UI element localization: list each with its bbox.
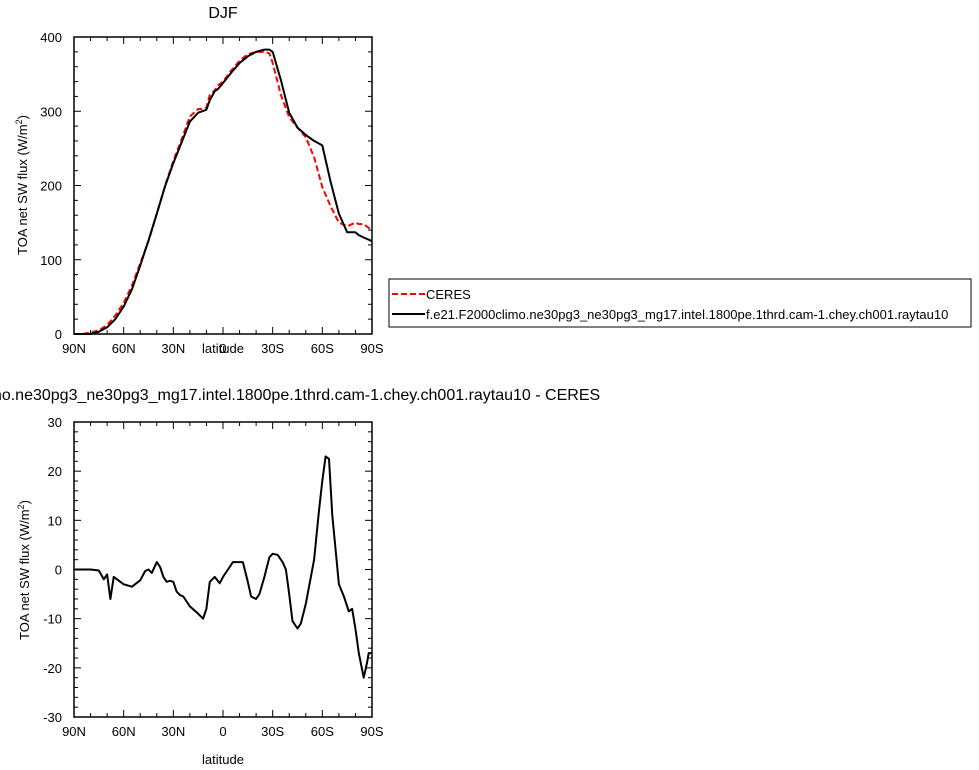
legend-label-model: f.e21.F2000climo.ne30pg3_ne30pg3_mg17.in…: [426, 307, 948, 322]
top-y-tick-label: 0: [55, 327, 62, 342]
bottom-x-tick-label: 90S: [360, 724, 383, 739]
top-x-tick-label: 60S: [311, 341, 334, 356]
legend: CERES f.e21.F2000climo.ne30pg3_ne30pg3_m…: [388, 278, 972, 328]
bottom-y-tick-label: 0: [55, 563, 62, 578]
bottom-y-tick-label: 30: [48, 415, 62, 430]
bottom-x-tick-label: 30N: [161, 724, 185, 739]
bottom-y-tick-label: -30: [43, 710, 62, 725]
top-x-tick-label: 0: [219, 341, 226, 356]
bottom-plot-area: 90N 60N 30N 0 30S 60S 90S -30 -20 -10 0 10 20 30: [43, 415, 384, 739]
bottom-x-tick-label: 90N: [62, 724, 86, 739]
top-chart-title: DJF: [208, 5, 238, 22]
top-y-tick-label: 400: [40, 30, 62, 45]
bottom-x-tick-label: 60N: [112, 724, 136, 739]
bottom-y-tick-label: 20: [48, 464, 62, 479]
top-y-tick-label: 100: [40, 253, 62, 268]
bottom-y-tick-label: -20: [43, 661, 62, 676]
top-y-tick-label: 300: [40, 104, 62, 119]
top-panel: DJF 90N 60N 30N 0 30S 60S 90S 0 100 200 300 400 lat…: [14, 5, 384, 356]
top-x-tick-label: 30S: [261, 341, 284, 356]
legend-box: [388, 278, 972, 328]
legend-label-ceres: CERES: [426, 287, 471, 302]
bottom-chart-title: f.e21.F2000climo.ne30pg3_ne30pg3_mg17.in…: [0, 387, 600, 404]
bottom-plot-frame: [73, 421, 373, 718]
top-plot-area: 90N 60N 30N 0 30S 60S 90S 0 100 200 300 400: [40, 30, 384, 356]
bottom-y-tick-label: -10: [43, 612, 62, 627]
top-x-tick-label: 90S: [360, 341, 383, 356]
bottom-x-tick-label: 0: [219, 724, 226, 739]
bottom-x-tick-label: 30S: [261, 724, 284, 739]
top-y-axis-title: TOA net SW flux (W/m2): [14, 115, 30, 255]
bottom-panel: f.e21.F2000climo.ne30pg3_ne30pg3_mg17.in…: [0, 387, 600, 767]
top-series-line-1: [74, 48, 373, 335]
top-x-tick-label: 60N: [112, 341, 136, 356]
bottom-x-axis-title: latitude: [202, 752, 244, 767]
top-x-tick-label: 30N: [161, 341, 185, 356]
top-x-axis-title: latitude: [202, 341, 244, 356]
bottom-y-tick-label: 10: [48, 513, 62, 528]
top-x-tick-label: 90N: [62, 341, 86, 356]
top-series-line-0: [74, 50, 373, 335]
top-y-tick-label: 200: [40, 179, 62, 194]
bottom-y-axis-title: TOA net SW flux (W/m2): [16, 500, 32, 640]
bottom-x-tick-label: 60S: [311, 724, 334, 739]
bottom-series-line-0: [74, 455, 372, 679]
